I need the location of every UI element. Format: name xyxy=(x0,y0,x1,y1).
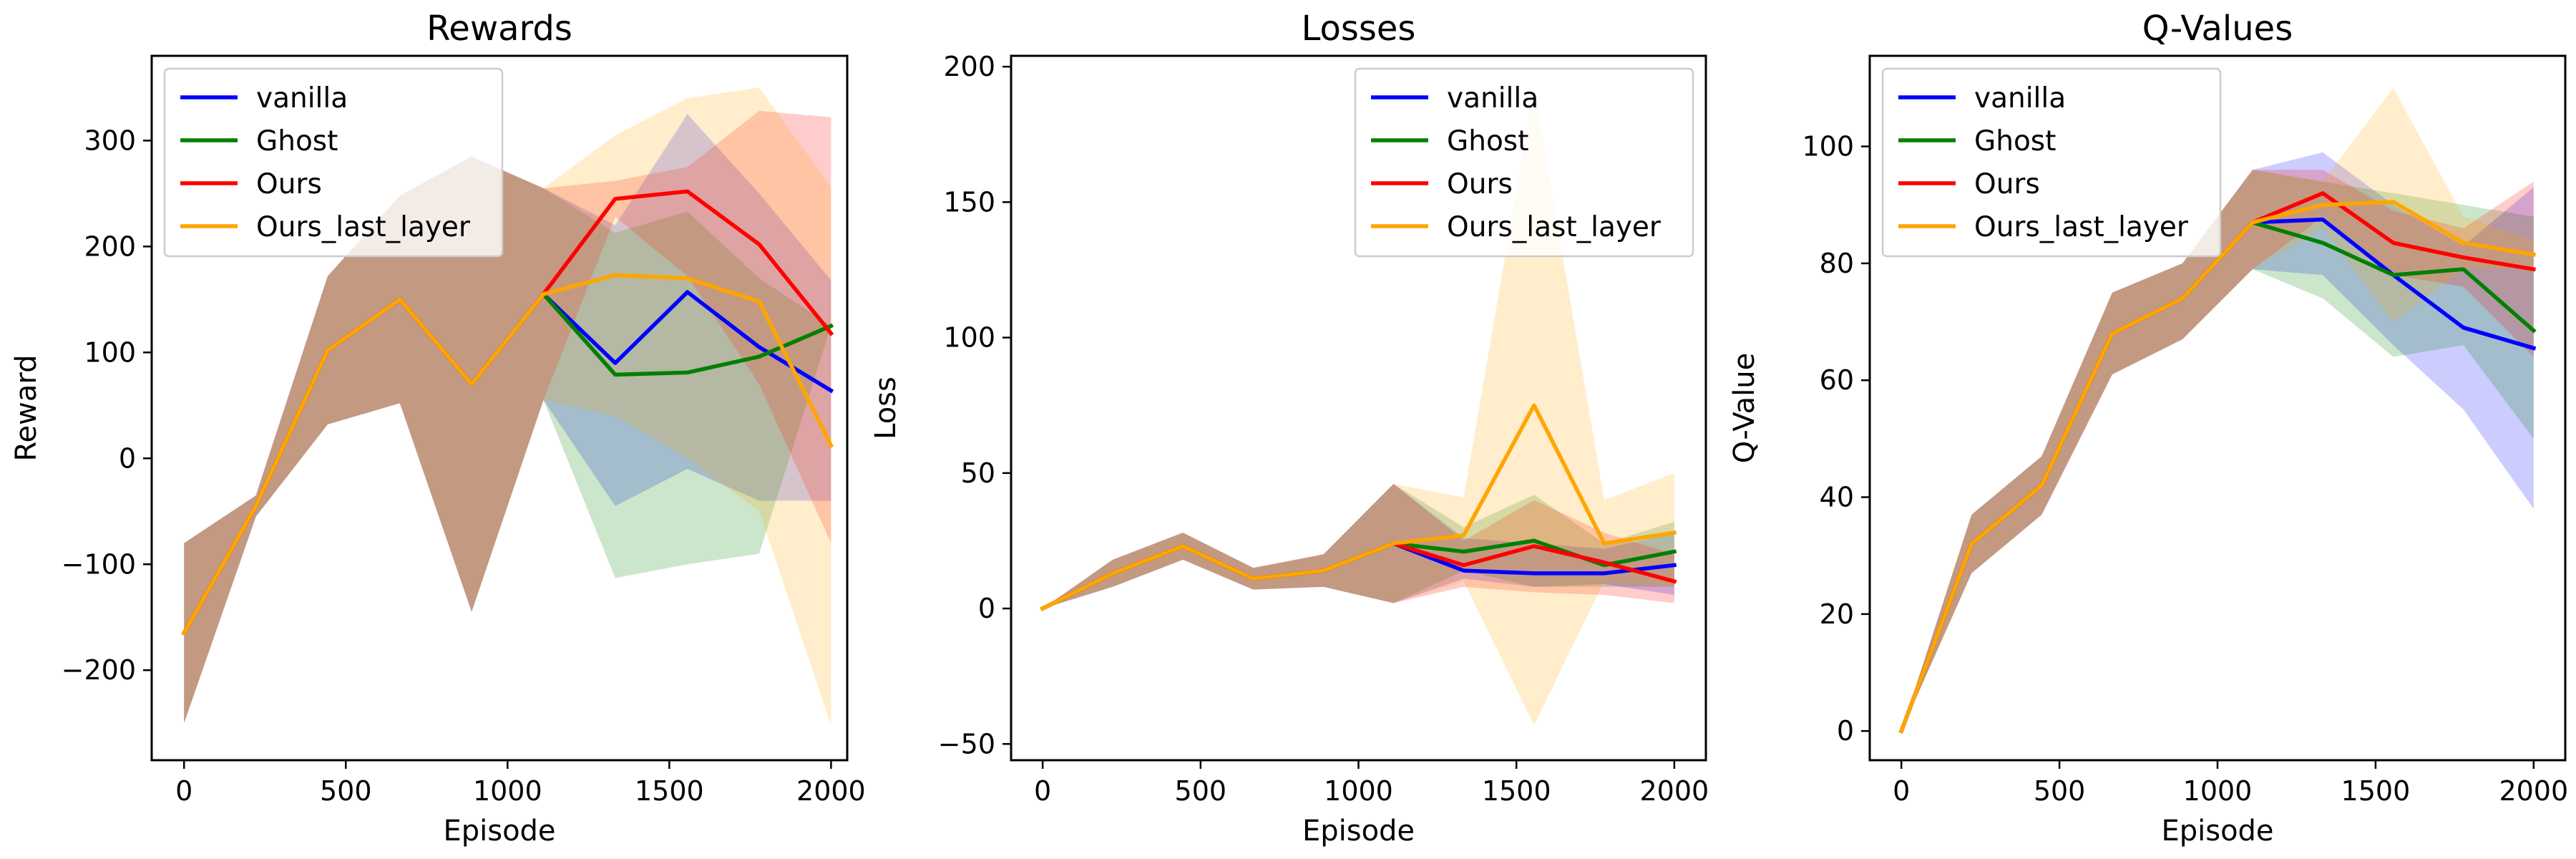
losses-ytick-label: 150 xyxy=(943,186,995,218)
rewards-legend-label-vanilla: vanilla xyxy=(256,82,348,115)
losses-ytick-label: 50 xyxy=(961,457,995,489)
losses-legend-label-ours-last-layer: Ours_last_layer xyxy=(1447,211,1662,243)
losses-xtick-label: 0 xyxy=(1034,775,1051,807)
qvalues-panel: 0 500 1000 1500 2000 0 20 40 60 80 100 Q-Values Epis… xyxy=(1728,9,2568,848)
rewards-xtick-label: 1500 xyxy=(635,775,704,807)
qvalues-legend-label-ghost: Ghost xyxy=(1974,125,2056,157)
rewards-legend-box xyxy=(163,67,504,258)
qvalues-band-vanilla xyxy=(1901,152,2534,732)
rewards-ytick-label: 0 xyxy=(119,442,136,474)
losses-ytick-label: 0 xyxy=(978,593,995,624)
qvalues-legend-label-ours-last-layer: Ours_last_layer xyxy=(1974,211,2189,243)
rewards-axes-frame xyxy=(150,54,849,762)
losses-ylabel: Loss xyxy=(869,377,902,440)
losses-title: Losses xyxy=(1302,9,1416,49)
qvalues-ytick-label: 40 xyxy=(1820,482,1854,513)
losses-lines xyxy=(1040,403,1677,611)
qvalues-band-ours xyxy=(1901,170,2534,732)
losses-panel: 0 500 1000 1500 2000 −50 0 50 100 150 200 Losses Epi… xyxy=(869,9,1709,848)
losses-ytick-label: 200 xyxy=(943,51,995,82)
losses-xtick-label: 500 xyxy=(1175,775,1227,807)
qvalues-ytick-label: 60 xyxy=(1820,364,1854,396)
losses-ytick-label: 100 xyxy=(943,322,995,354)
losses-xlabel: Episode xyxy=(1302,815,1415,848)
qvalues-xtick-label: 1500 xyxy=(2341,775,2411,807)
qvalues-legend: vanilla Ghost Ours Ours_last_layer xyxy=(1881,67,2222,258)
qvalues-legend-label-vanilla: vanilla xyxy=(1974,82,2066,115)
qvalues-ylabel: Q-Value xyxy=(1728,353,1761,464)
rewards-panel: 0 500 1000 1500 2000 −200 −100 0 100 200 300 Reward… xyxy=(10,9,866,848)
rewards-lines xyxy=(181,189,834,636)
rewards-line-ours-last-layer xyxy=(181,273,834,636)
rewards-band-ghost xyxy=(184,156,831,724)
rewards-band-ours xyxy=(184,110,831,724)
qvalues-legend-box xyxy=(1881,67,2222,258)
rewards-legend: vanilla Ghost Ours Ours_last_layer xyxy=(163,67,504,258)
qvalues-bands xyxy=(1901,87,2534,732)
rewards-ytick-label: 200 xyxy=(84,230,136,262)
rewards-ytick-label: −100 xyxy=(62,548,136,580)
losses-ytick-label: −50 xyxy=(938,728,995,759)
losses-legend-label-vanilla: vanilla xyxy=(1447,82,1538,115)
losses-band-ours xyxy=(1043,484,1674,609)
rewards-title: Rewards xyxy=(426,9,572,49)
rewards-ytick-label: −200 xyxy=(62,654,136,686)
qvalues-line-ours-last-layer xyxy=(1898,200,2536,734)
rewards-bands xyxy=(184,87,831,726)
rewards-xtick-label: 0 xyxy=(175,775,192,807)
rewards-xtick-label: 2000 xyxy=(796,775,866,807)
qvalues-title: Q-Values xyxy=(2142,9,2293,49)
losses-line-ours-last-layer xyxy=(1040,403,1677,611)
losses-xtick-label: 2000 xyxy=(1640,775,1709,807)
qvalues-ytick-label: 20 xyxy=(1820,598,1854,630)
qvalues-ytick-label: 0 xyxy=(1837,715,1854,747)
qvalues-band-ghost xyxy=(1901,170,2534,732)
rewards-ylabel: Reward xyxy=(10,355,43,462)
rewards-xtick-label: 500 xyxy=(320,775,372,807)
qvalues-band-ours-last-layer xyxy=(1901,87,2534,732)
qvalues-lines xyxy=(1898,191,2537,734)
losses-legend: vanilla Ghost Ours Ours_last_layer xyxy=(1354,67,1694,258)
rewards-legend-label-ghost: Ghost xyxy=(256,125,338,157)
qvalues-legend-label-ours: Ours xyxy=(1974,168,2040,200)
rewards-ytick-label: 100 xyxy=(84,336,136,368)
qvalues-xtick-label: 0 xyxy=(1893,775,1910,807)
losses-xtick-label: 1500 xyxy=(1482,775,1551,807)
rewards-legend-label-ours-last-layer: Ours_last_layer xyxy=(256,211,471,243)
rewards-band-ours-last-layer xyxy=(184,87,831,726)
qvalues-xtick-label: 500 xyxy=(2034,775,2086,807)
rewards-band-vanilla xyxy=(184,114,831,724)
losses-legend-label-ours: Ours xyxy=(1447,168,1513,200)
qvalues-ytick-label: 100 xyxy=(1802,131,1854,162)
losses-legend-label-ghost: Ghost xyxy=(1447,125,1528,157)
rewards-legend-label-ours: Ours xyxy=(256,168,322,200)
losses-band-vanilla xyxy=(1043,484,1674,609)
qvalues-xtick-label: 1000 xyxy=(2183,775,2253,807)
rewards-xlabel: Episode xyxy=(443,815,555,848)
losses-legend-box xyxy=(1354,67,1694,258)
qvalues-xtick-label: 2000 xyxy=(2499,775,2568,807)
rewards-xtick-label: 1000 xyxy=(473,775,542,807)
qvalues-xlabel: Episode xyxy=(2161,815,2273,848)
losses-xtick-label: 1000 xyxy=(1324,775,1393,807)
losses-band-ghost xyxy=(1043,484,1674,609)
qvalues-ytick-label: 80 xyxy=(1820,248,1854,279)
rewards-ytick-label: 300 xyxy=(84,125,136,156)
